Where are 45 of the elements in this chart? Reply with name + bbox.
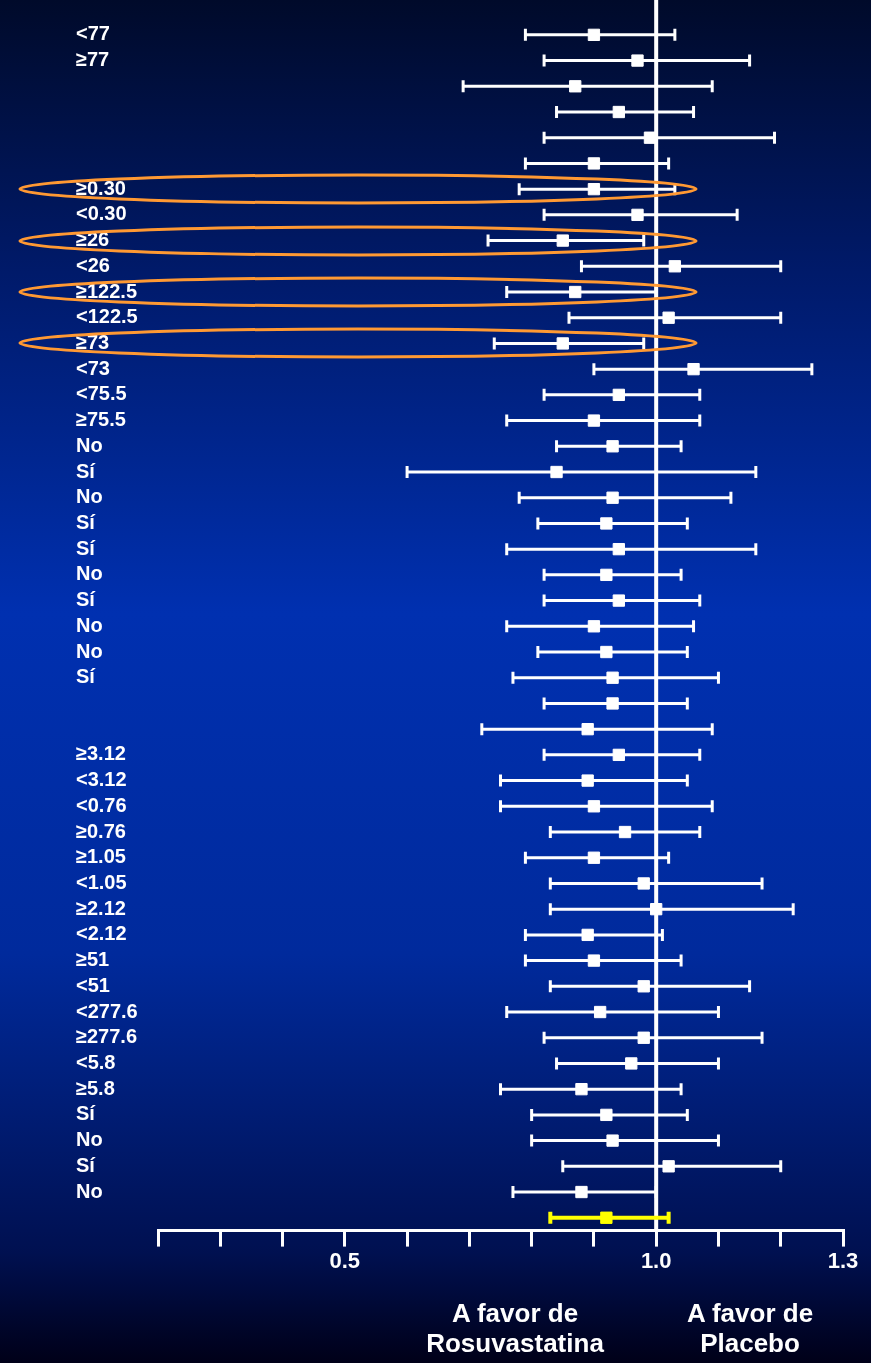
y-tick-label: <75.5	[76, 382, 127, 405]
y-tick-label: Sí	[76, 510, 97, 533]
y-tick-label: <3.12	[76, 768, 127, 791]
y-tick-label: <5.8	[76, 1050, 116, 1073]
y-tick-label: ≥122.5	[76, 279, 138, 302]
y-tick-label: ≥75.5	[76, 408, 126, 431]
x-tick-label: 1.0	[640, 1247, 672, 1273]
y-tick-label: Sí	[76, 459, 97, 482]
y-tick-label: <51	[76, 973, 110, 996]
y-tick-label: <0.30	[76, 202, 127, 225]
y-tick-label: No	[76, 613, 103, 636]
y-tick-label: <77	[76, 22, 110, 45]
y-tick-label: No	[76, 433, 103, 456]
y-tick-label: ≥73	[76, 330, 110, 353]
y-tick-label: ≥277.6	[76, 1025, 138, 1048]
y-tick-label: Sí	[76, 536, 97, 559]
y-tick-label: ≥51	[76, 948, 110, 971]
y-tick-label: Sí	[76, 588, 97, 611]
y-tick-label: ≥1.05	[76, 845, 126, 868]
y-tick-label: Sí	[76, 1153, 97, 1176]
y-tick-label: ≥5.8	[76, 1076, 115, 1099]
y-tick-label: No	[76, 1179, 103, 1202]
y-tick-label: Sí	[76, 665, 97, 688]
x-tick-label: 0.5	[329, 1247, 361, 1273]
y-tick-label: Sí	[76, 1102, 97, 1125]
text: A favor de Rosuvastatina	[425, 1298, 605, 1358]
y-tick-label: ≥3.12	[76, 742, 126, 765]
y-tick-label: <73	[76, 356, 110, 379]
text: A favor de Placebo	[685, 1298, 815, 1358]
y-tick-label: No	[76, 639, 103, 662]
y-tick-label: No	[76, 1128, 103, 1151]
y-tick-label: ≥77	[76, 48, 110, 71]
y-tick-label: <1.05	[76, 870, 127, 893]
x-tick-label: 1.3	[827, 1247, 859, 1273]
y-tick-label: <0.76	[76, 793, 127, 816]
y-tick-label: <26	[76, 253, 110, 276]
y-tick-label: ≥0.76	[76, 819, 126, 842]
y-tick-label: ≥2.12	[76, 896, 126, 919]
y-tick-label: No	[76, 562, 103, 585]
y-tick-label: <122.5	[76, 305, 138, 328]
y-tick-label: <2.12	[76, 922, 127, 945]
y-tick-label: ≥26	[76, 228, 110, 251]
y-tick-label: No	[76, 485, 103, 508]
y-tick-label: ≥0.30	[76, 176, 126, 199]
y-tick-label: <277.6	[76, 999, 138, 1022]
